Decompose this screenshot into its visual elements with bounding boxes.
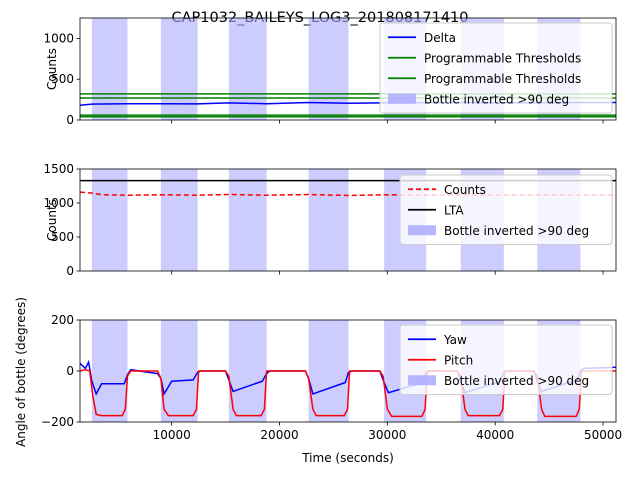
y-tick-label: 1500 — [43, 162, 74, 176]
legend-label: Yaw — [443, 333, 467, 347]
inverted-span — [160, 18, 198, 120]
legend-box — [379, 22, 613, 114]
axes-frame — [79, 17, 617, 121]
inverted-span — [160, 320, 198, 422]
x-tick-label: 10000 — [153, 428, 191, 442]
y-tick-label: 0 — [66, 264, 74, 278]
inverted-span — [308, 18, 349, 120]
legend-label: LTA — [444, 203, 464, 217]
inverted-span — [91, 18, 128, 120]
inverted-span — [228, 320, 267, 422]
legend-label: Bottle inverted >90 deg — [444, 374, 589, 388]
legend-label: Programmable Thresholds — [424, 51, 581, 65]
legend-label: Delta — [424, 31, 456, 45]
chart-panel-1: 0 500 1000 Counts Delta Programmable Threshol… — [43, 17, 617, 127]
axes-frame — [79, 168, 617, 272]
y-tick-label: 1000 — [43, 196, 74, 210]
y-tick-label: −200 — [41, 415, 74, 429]
y-axis-label: Counts — [45, 199, 59, 241]
legend-label: Bottle inverted >90 deg — [424, 92, 569, 106]
y-axis-label: Counts — [45, 48, 59, 90]
x-axis-label: Time (seconds) — [301, 451, 394, 465]
legend: Yaw Pitch Bottle inverted >90 deg — [399, 324, 613, 395]
inverted-span — [308, 320, 349, 422]
legend-label: Bottle inverted >90 deg — [444, 224, 589, 238]
y-axis-label: Angle of bottle (degrees) — [14, 297, 28, 447]
y-tick-label: 200 — [51, 313, 74, 327]
y-tick-label: 1000 — [43, 31, 74, 45]
chart-panel-3: −200 0 200 10000 20000 30000 40000 50000 Angle o… — [14, 297, 622, 465]
legend-label: Programmable Thresholds — [424, 72, 581, 86]
legend-swatch — [408, 225, 436, 236]
legend-swatch — [388, 93, 416, 104]
legend: Delta Programmable Thresholds Programmable… — [379, 22, 613, 114]
inverted-span — [228, 169, 267, 271]
inverted-span — [228, 18, 267, 120]
inverted-span — [91, 320, 128, 422]
inverted-span — [91, 169, 128, 271]
x-tick-label: 20000 — [260, 428, 298, 442]
y-tick-label: 0 — [66, 113, 74, 127]
legend-label: Counts — [444, 183, 486, 197]
y-tick-label: 500 — [51, 230, 74, 244]
x-tick-label: 30000 — [368, 428, 406, 442]
y-tick-label: 500 — [51, 72, 74, 86]
inverted-span — [160, 169, 198, 271]
legend: Counts LTA Bottle inverted >90 deg — [399, 174, 613, 245]
y-tick-label: 0 — [66, 364, 74, 378]
chart-panel-2: 0 500 1000 1500 Counts Counts LTA Bottle invert… — [43, 162, 617, 278]
legend-box — [399, 324, 613, 395]
inverted-span — [308, 169, 349, 271]
legend-box — [399, 174, 613, 245]
legend-swatch — [408, 375, 436, 386]
legend-label: Pitch — [444, 353, 473, 367]
x-tick-label: 50000 — [584, 428, 622, 442]
series-line-pitch — [80, 368, 616, 418]
x-tick-label: 40000 — [476, 428, 514, 442]
